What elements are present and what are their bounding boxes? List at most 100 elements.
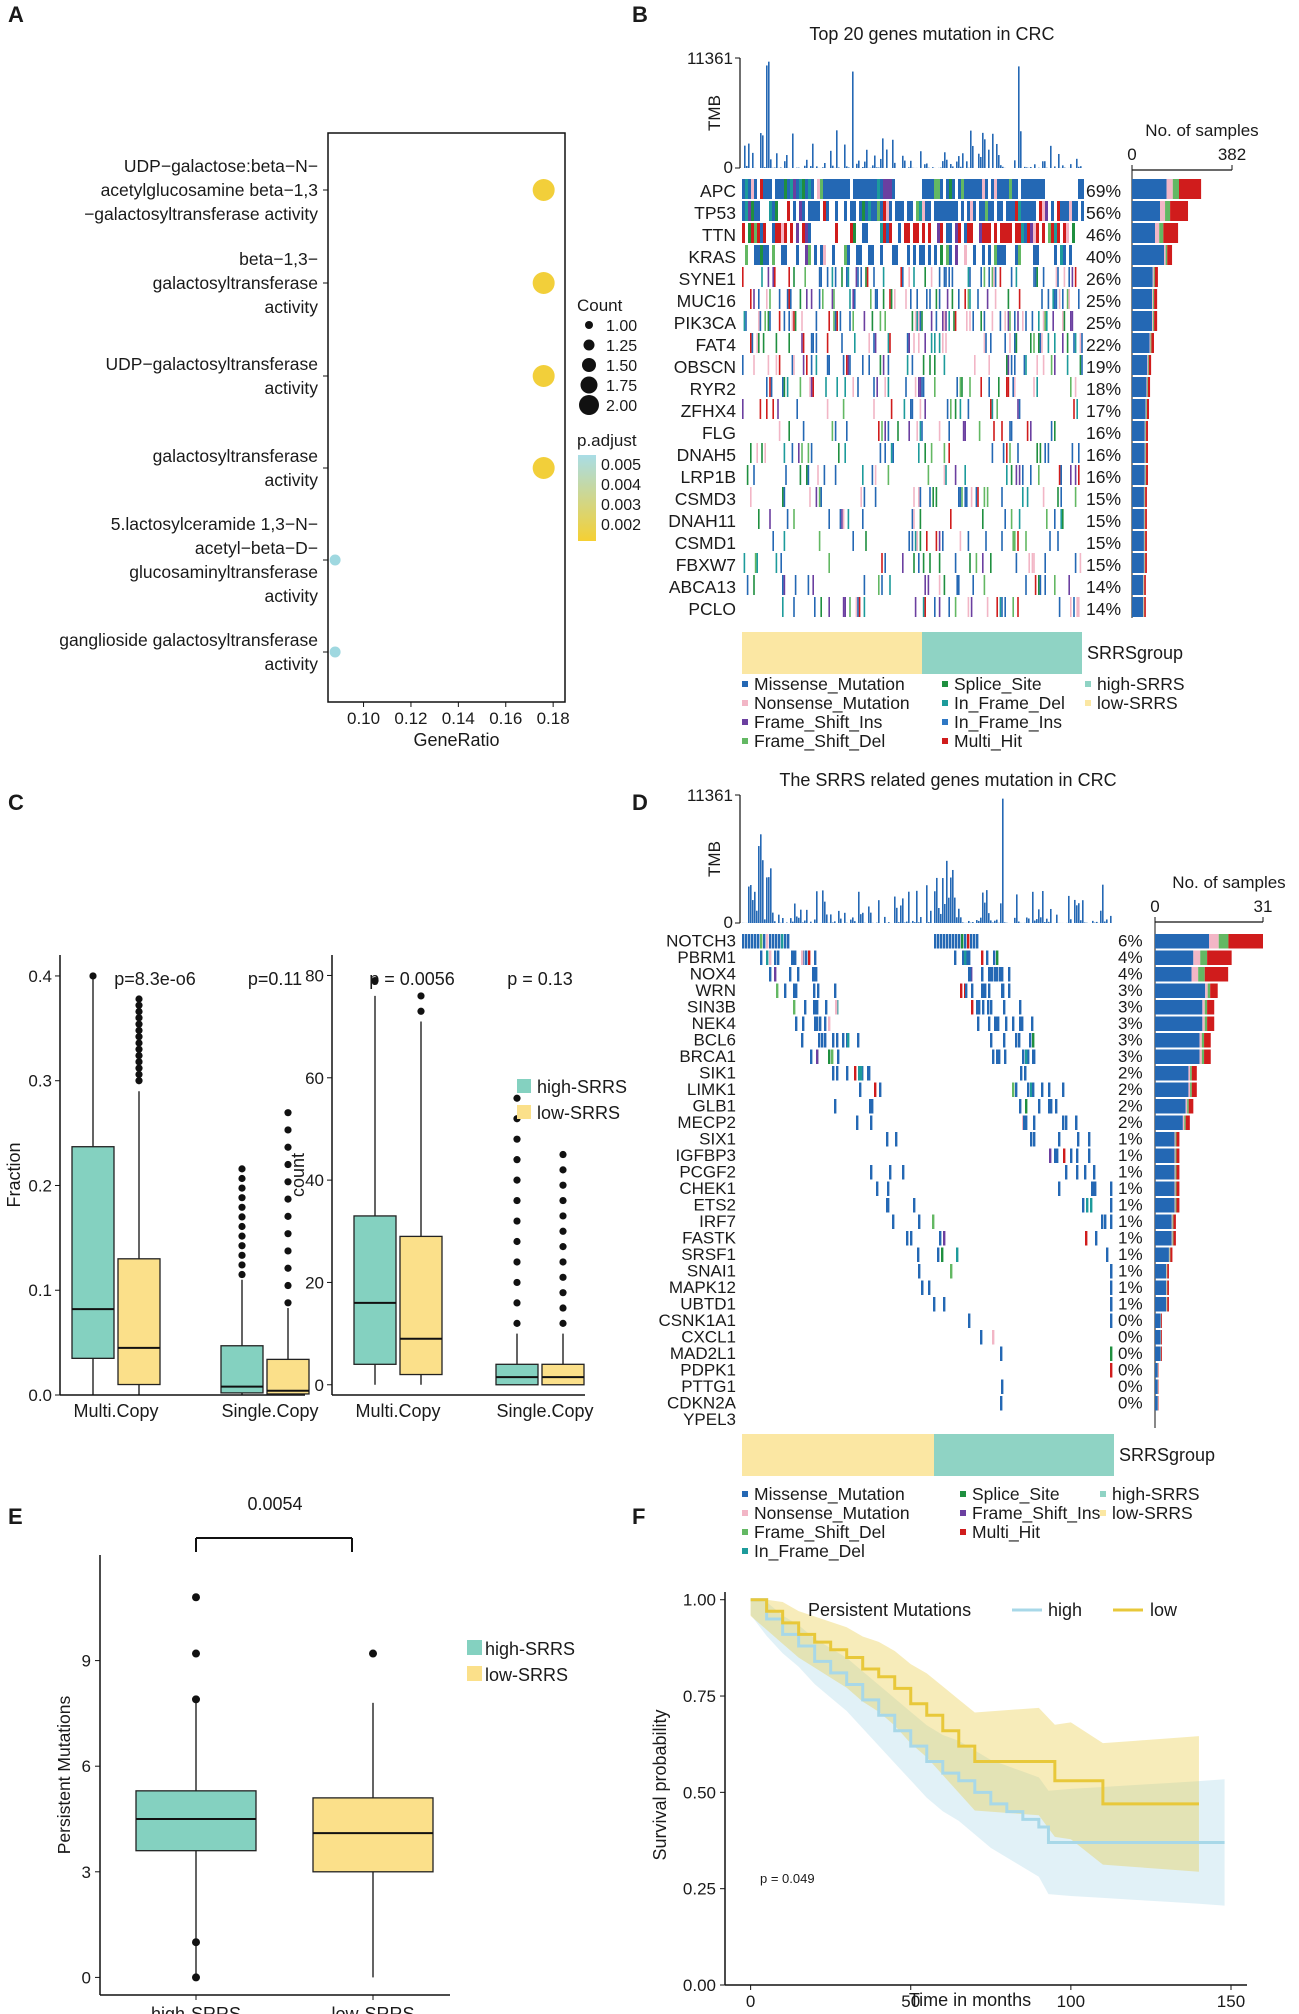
legend-label: Frame_Shift_Ins: [754, 712, 883, 733]
mutation-cell: [1054, 1148, 1057, 1163]
mutation-cell: [973, 934, 976, 949]
outlier-point: [135, 1033, 143, 1041]
mutation-cell: [1019, 1000, 1022, 1015]
mutation-cell: [955, 223, 958, 243]
mutation-cell: [814, 950, 817, 965]
mutation-cell: [913, 1198, 916, 1213]
outlier-point: [238, 1242, 246, 1250]
mutation-cell: [846, 355, 848, 375]
mutation-cell: [890, 399, 893, 419]
mutation-cell: [1079, 553, 1082, 573]
mutation-cell: [867, 1066, 870, 1081]
tmb-bar: [906, 921, 908, 923]
matrix-background: [742, 933, 1114, 1428]
mutation-cell: [760, 950, 763, 965]
mutation-cell: [877, 201, 880, 221]
mutation-cell: [783, 377, 786, 397]
legend-swatch: [1100, 1491, 1106, 1497]
mutation-cell: [862, 179, 865, 199]
mutation-cell: [889, 575, 891, 595]
mutation-cell: [784, 245, 787, 265]
mutation-cell: [772, 223, 775, 243]
panel-letter-d: D: [632, 790, 648, 815]
count-bar-missense: [1132, 509, 1144, 529]
count-bar-nonsense: [1149, 333, 1151, 353]
mutation-cell: [940, 245, 943, 265]
mutation-cell: [823, 465, 826, 485]
mutation-cell: [1033, 267, 1035, 287]
count-bar-framedel: [1218, 934, 1229, 949]
mutation-cell: [783, 443, 786, 463]
category-label: glucosaminyltransferase: [129, 562, 318, 582]
mutation-cell: [1024, 223, 1027, 243]
mutation-cell: [994, 223, 997, 243]
km-pvalue: p = 0.049: [760, 1871, 815, 1886]
mutation-cell: [841, 267, 843, 287]
tmb-bar: [764, 167, 766, 168]
percent-label: 0%: [1118, 1394, 1143, 1413]
count-bar-nonsense: [1160, 201, 1166, 221]
mutation-cell: [910, 201, 913, 221]
mutation-cell: [793, 267, 795, 287]
mutation-cell: [993, 267, 995, 287]
legend-label: Multi_Hit: [954, 731, 1022, 752]
mutation-cell: [1014, 355, 1016, 375]
mutation-cell: [1110, 1280, 1113, 1295]
count-bar-multihit: [1151, 333, 1154, 353]
mutation-cell: [993, 421, 995, 441]
mutation-cell: [1003, 1033, 1006, 1048]
tmb-bar: [864, 161, 866, 168]
mutation-cell: [874, 289, 877, 309]
mutation-cell: [890, 289, 893, 309]
mutation-cell: [1000, 223, 1003, 243]
mutation-cell: [982, 1000, 985, 1015]
count-bar-missense: [1132, 443, 1145, 463]
mutation-cell: [831, 289, 834, 309]
mutation-cell: [812, 967, 815, 982]
mutation-cell: [1045, 201, 1048, 221]
mutation-cell: [1055, 267, 1058, 287]
legend-padjust-label: 0.004: [601, 477, 641, 494]
mutation-cell: [882, 267, 885, 287]
count-bar-framedel: [1165, 245, 1168, 265]
mutation-cell: [1088, 1132, 1091, 1147]
mutation-cell: [1012, 1016, 1015, 1031]
mutation-cell: [835, 179, 838, 199]
mutation-cell: [1003, 1000, 1006, 1015]
mutation-cell: [1054, 223, 1057, 243]
mutation-cell: [795, 1016, 798, 1031]
tmb-bar: [874, 155, 876, 168]
mutation-cell: [1018, 509, 1021, 529]
mutation-cell: [763, 245, 766, 265]
tmb-bar: [810, 921, 812, 923]
outlier-point: [238, 1251, 246, 1259]
mutation-cell: [748, 179, 751, 199]
percent-label: 69%: [1086, 181, 1121, 201]
mutation-cell: [908, 333, 910, 353]
mutation-cell: [946, 223, 949, 243]
count-bar-missense: [1132, 245, 1165, 265]
mutation-cell: [781, 934, 784, 949]
mutation-cell: [949, 201, 952, 221]
outlier-point: [284, 1109, 292, 1117]
category-label: activity: [265, 586, 319, 606]
mutation-cell: [1106, 1247, 1109, 1262]
mutation-cell: [948, 421, 950, 441]
mutation-cell: [980, 377, 982, 397]
mutation-cell: [866, 267, 869, 287]
tmb-bar: [824, 901, 826, 923]
mutation-cell: [788, 311, 790, 331]
mutation-cell: [1072, 223, 1075, 243]
mutation-cell: [793, 509, 795, 529]
mutation-cell: [938, 421, 941, 441]
count-bar-nonsense: [1202, 1000, 1205, 1015]
mutation-cell: [847, 245, 850, 265]
box-box: [312, 1797, 434, 1873]
mutation-cell: [913, 223, 916, 243]
mutation-cell: [862, 201, 865, 221]
mutation-cell: [826, 179, 829, 199]
mutation-cell: [858, 1066, 861, 1081]
count-bar-missense: [1155, 1330, 1161, 1345]
mutation-cell: [742, 399, 744, 419]
